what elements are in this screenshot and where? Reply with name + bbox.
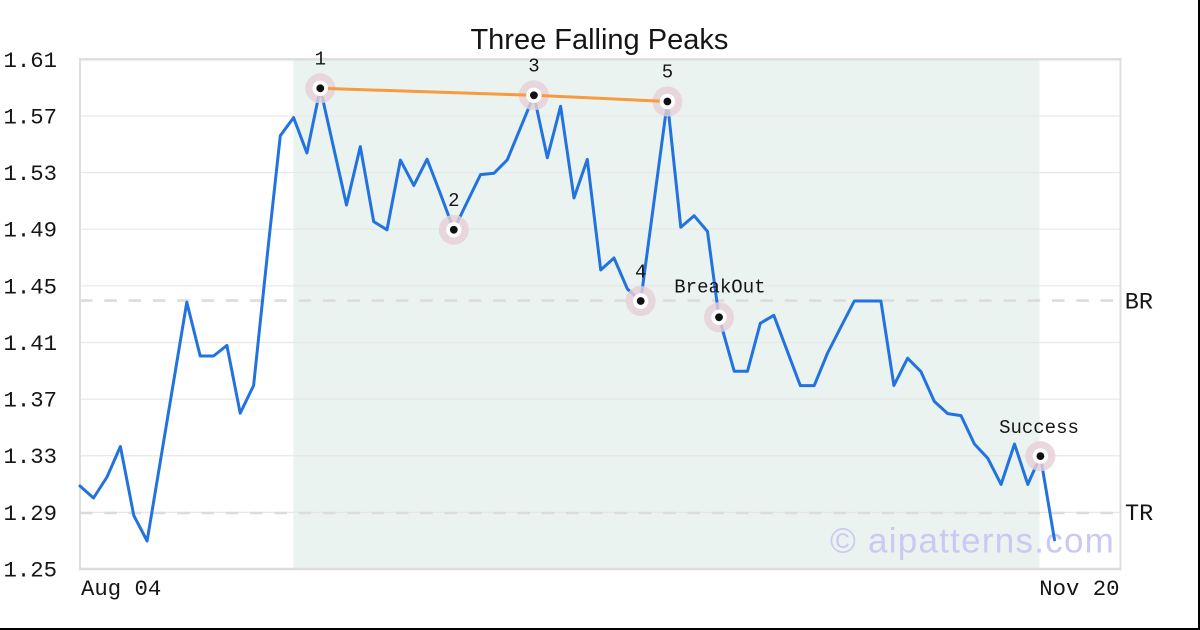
svg-text:1.61: 1.61 — [3, 48, 57, 74]
svg-text:1.25: 1.25 — [3, 558, 57, 584]
svg-text:BreakOut: BreakOut — [674, 277, 765, 299]
svg-text:Nov 20: Nov 20 — [1039, 576, 1119, 602]
svg-text:1.53: 1.53 — [3, 161, 57, 187]
svg-text:1: 1 — [315, 49, 326, 71]
svg-text:1.45: 1.45 — [3, 274, 57, 300]
svg-text:© aipatterns.com: © aipatterns.com — [830, 522, 1115, 561]
svg-text:1.29: 1.29 — [3, 501, 57, 527]
svg-text:1.33: 1.33 — [3, 444, 57, 470]
svg-text:3: 3 — [528, 56, 539, 78]
svg-text:Aug 04: Aug 04 — [81, 576, 161, 602]
svg-text:1.41: 1.41 — [3, 331, 57, 357]
svg-text:1.37: 1.37 — [3, 388, 57, 414]
svg-text:5: 5 — [662, 62, 673, 84]
svg-text:BR: BR — [1125, 290, 1153, 317]
svg-text:1.57: 1.57 — [3, 104, 57, 130]
svg-text:Three Falling Peaks: Three Falling Peaks — [470, 24, 728, 56]
svg-text:1.49: 1.49 — [3, 218, 57, 244]
svg-text:Success: Success — [999, 417, 1079, 439]
svg-text:2: 2 — [448, 190, 459, 212]
svg-text:TR: TR — [1125, 501, 1153, 528]
svg-text:4: 4 — [635, 261, 646, 283]
